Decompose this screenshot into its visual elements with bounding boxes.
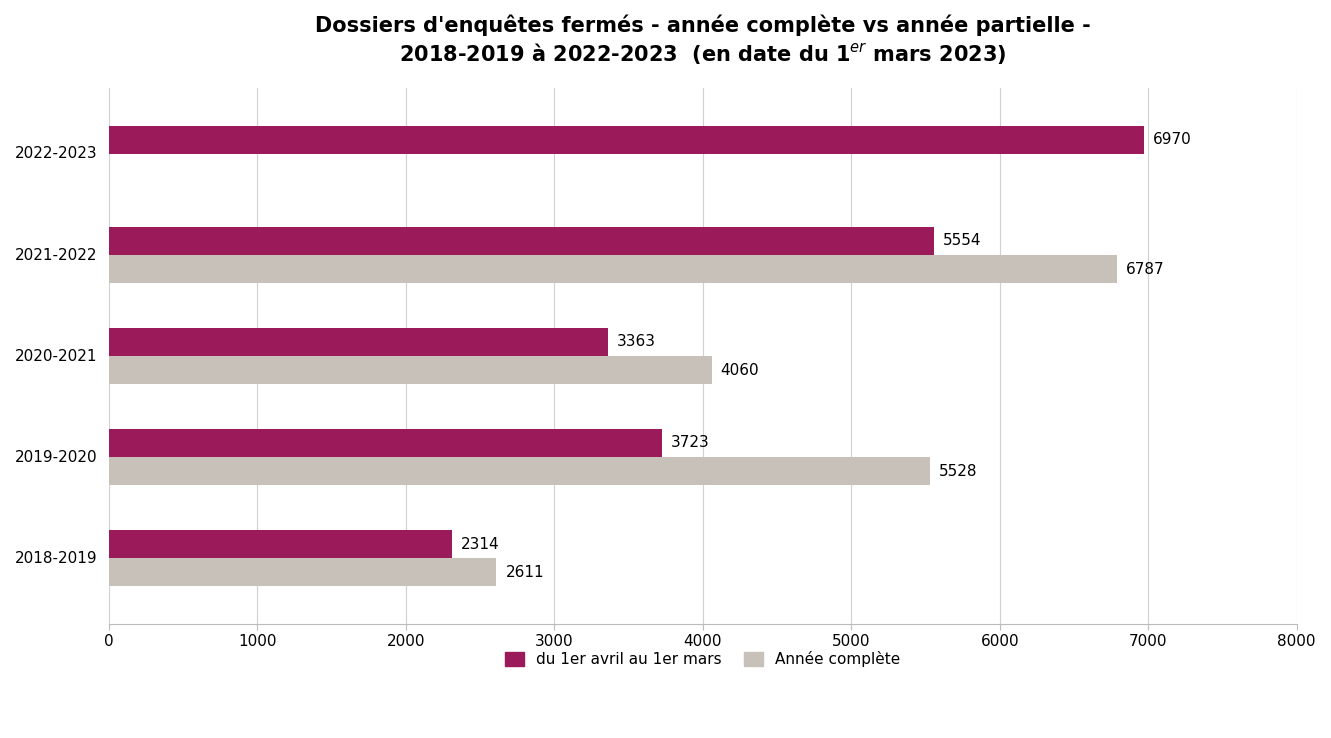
Bar: [109, 125, 1143, 154]
Bar: [109, 255, 1117, 283]
Text: 5528: 5528: [938, 463, 977, 479]
Bar: [109, 457, 929, 486]
Title: Dossiers d'enquêtes fermés - année complète vs année partielle -
2018-2019 à 202: Dossiers d'enquêtes fermés - année compl…: [315, 15, 1090, 66]
Text: 6787: 6787: [1126, 262, 1165, 277]
Legend: du 1er avril au 1er mars, Année complète: du 1er avril au 1er mars, Année complète: [498, 644, 908, 675]
Text: 3363: 3363: [618, 334, 656, 349]
Text: 6970: 6970: [1153, 132, 1191, 148]
Bar: [109, 530, 453, 558]
Bar: [109, 328, 608, 356]
Text: 5554: 5554: [942, 233, 981, 249]
Text: 2314: 2314: [462, 537, 500, 551]
Bar: [109, 227, 933, 255]
Bar: [109, 356, 712, 384]
Text: 2611: 2611: [506, 565, 544, 580]
Text: 3723: 3723: [671, 435, 709, 450]
Bar: [109, 429, 662, 457]
Bar: [109, 558, 496, 587]
Text: 4060: 4060: [720, 362, 759, 378]
